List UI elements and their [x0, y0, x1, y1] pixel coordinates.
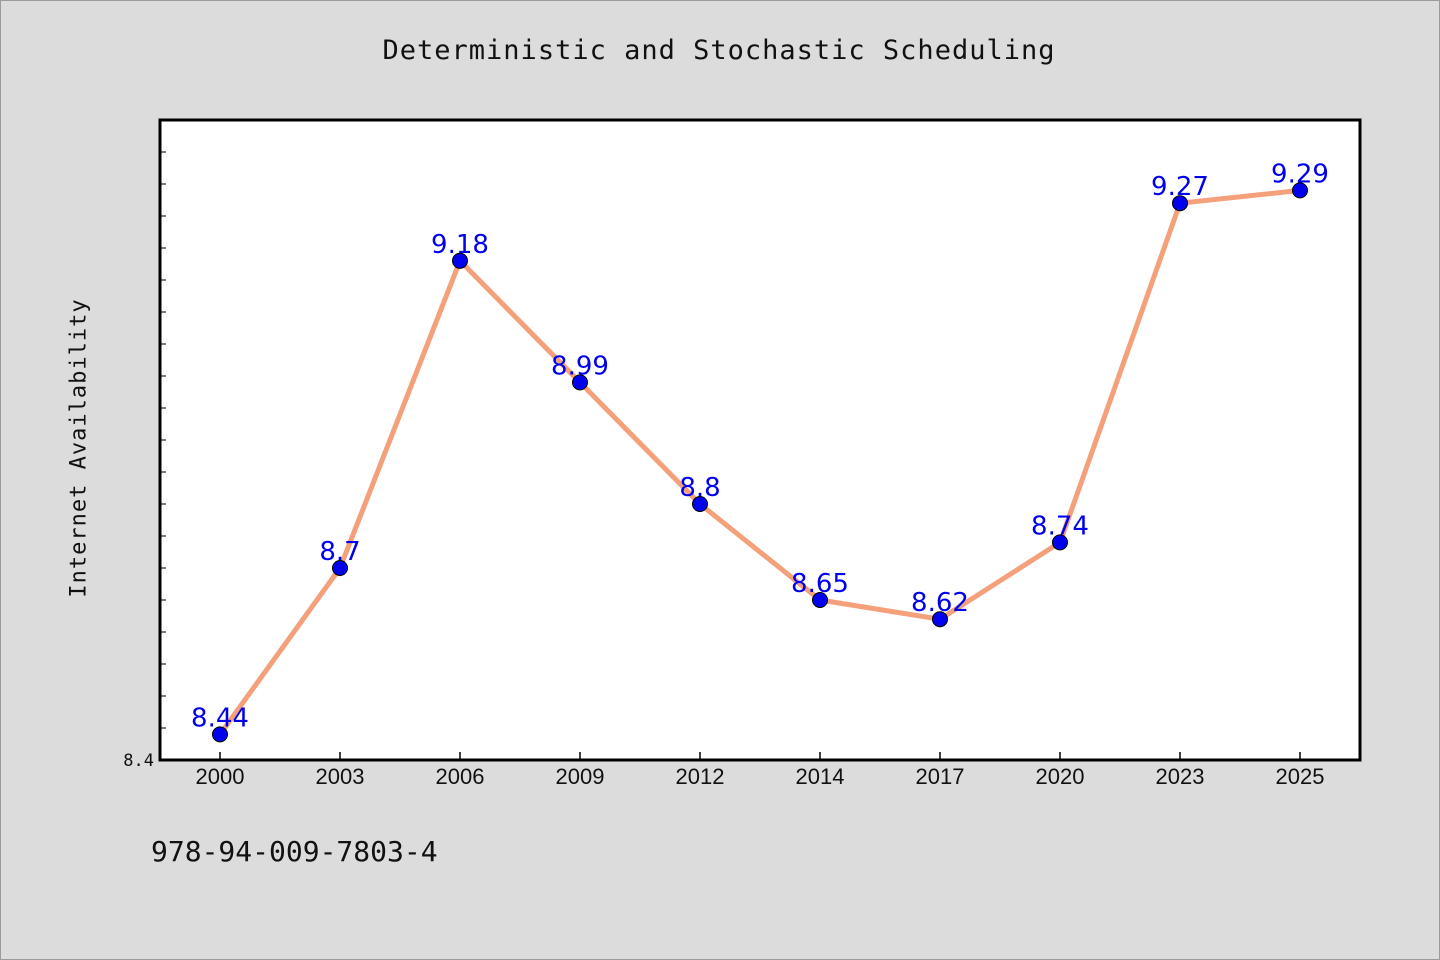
isbn-text: 978-94-009-7803-4 [151, 835, 438, 868]
x-tick-label: 2020 [1036, 764, 1085, 789]
data-label: 8.44 [191, 703, 249, 733]
data-point [572, 374, 588, 391]
plot-area [158, 118, 1362, 762]
x-tick-label: 2017 [916, 764, 965, 789]
x-tick-label: 2000 [196, 764, 245, 789]
x-tick-label: 2025 [1276, 764, 1325, 789]
data-label: 8.99 [551, 351, 609, 381]
data-point [1292, 182, 1308, 199]
x-tick-label: 2023 [1156, 764, 1205, 789]
data-point [212, 726, 228, 743]
data-label: 9.29 [1271, 159, 1329, 189]
data-label: 8.8 [679, 473, 720, 503]
data-label: 8.74 [1031, 511, 1089, 541]
data-label: 8.7 [319, 537, 360, 567]
data-point [1172, 195, 1188, 212]
chart-title: Deterministic and Stochastic Scheduling [382, 35, 1056, 66]
data-point [932, 611, 948, 628]
data-label: 9.18 [431, 230, 489, 260]
data-point [452, 252, 468, 269]
data-label: 9.27 [1151, 172, 1209, 202]
data-point [692, 496, 708, 512]
x-tick-label: 2012 [676, 764, 725, 789]
data-label: 8.62 [911, 588, 969, 618]
x-tick-label: 2006 [436, 764, 485, 789]
series-line [217, 187, 1303, 737]
y-tick-label: 8.4 [123, 751, 154, 771]
data-label: 8.65 [791, 569, 849, 599]
data-point [332, 560, 348, 576]
data-point [812, 592, 828, 608]
x-tick-label: 2009 [556, 764, 605, 789]
data-point [1052, 534, 1068, 551]
x-tick-label: 2003 [316, 764, 365, 789]
x-tick-label: 2014 [796, 764, 845, 789]
